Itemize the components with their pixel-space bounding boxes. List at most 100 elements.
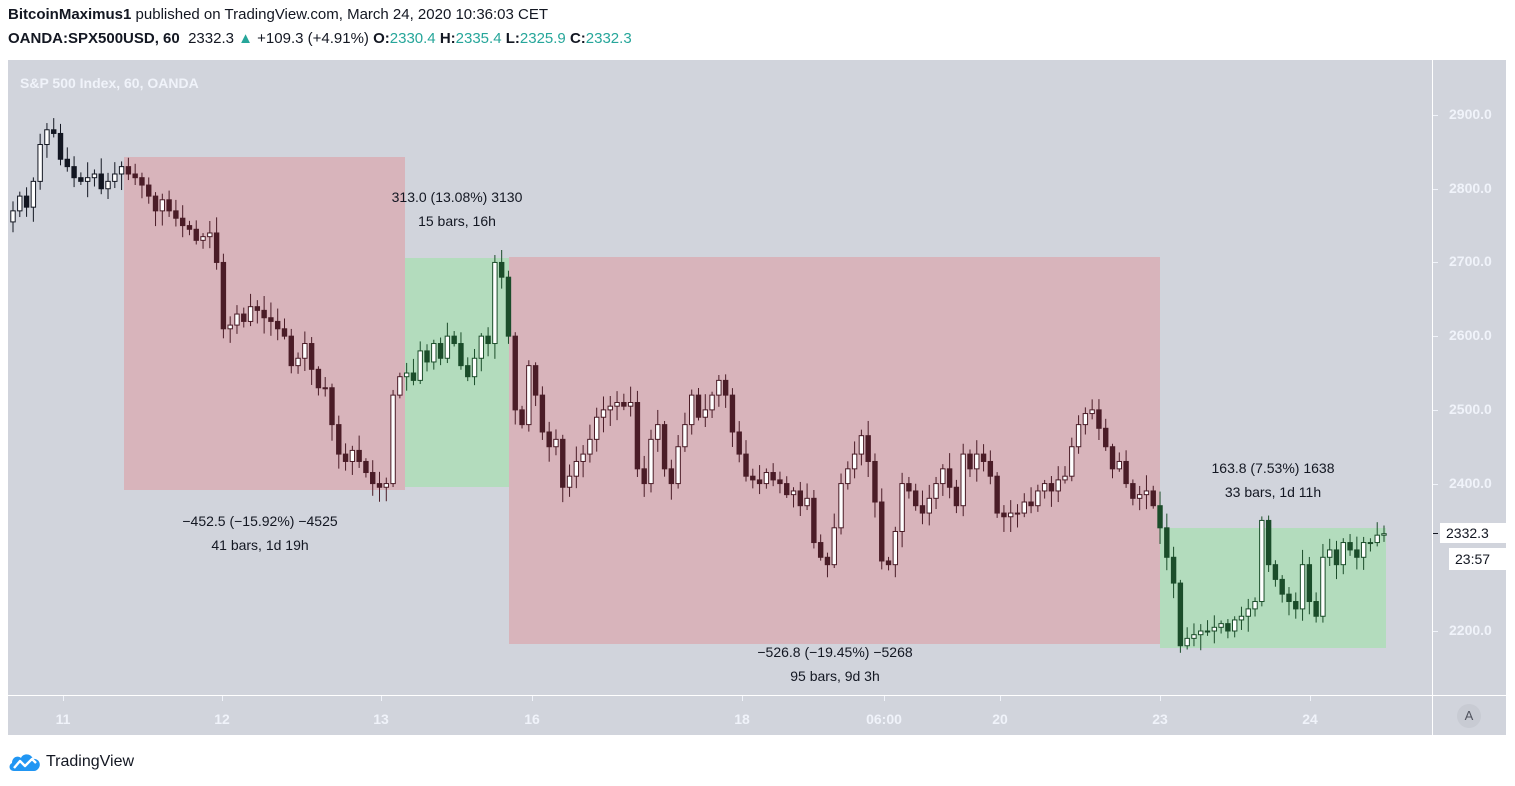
auto-scale-button[interactable]: A [1457,704,1481,728]
time-tick-label: 20 [992,711,1008,727]
candle [268,302,274,336]
candle [1062,466,1068,484]
candle [1028,487,1034,514]
current-price-label: 2332.3 [1440,523,1506,543]
candle [1069,437,1075,482]
candle [478,333,485,372]
candle [1367,538,1374,552]
candle [668,459,675,500]
candle [1259,516,1265,607]
candle [553,429,559,456]
candle [587,424,593,463]
candle [1191,623,1197,647]
candle [566,464,573,497]
measurement-label: −452.5 (−15.92%) −4525 41 bars, 1d 19h [182,512,337,554]
legend-ohlc: OANDA:SPX500USD, 60 2332.3 ▲ +109.3 (+4.… [8,30,632,47]
candle [831,513,837,568]
tradingview-logo[interactable]: TradingView [8,750,134,774]
time-tick-label: 11 [55,711,71,727]
open-value: 2330.4 [389,30,436,47]
candle [342,443,349,471]
candle [953,479,960,514]
candle [885,556,892,571]
high-value: 2335.4 [455,30,502,47]
candle [879,488,885,570]
candle [797,481,804,516]
candle [1381,525,1387,542]
candle [933,476,939,510]
candle [655,409,661,452]
candle [498,249,505,289]
candle [634,390,641,477]
candle [1374,522,1380,547]
candle [1340,538,1346,575]
candle [23,187,30,217]
price-tick [1433,631,1438,632]
loss-range-box[interactable] [509,257,1160,644]
price-axis[interactable] [1433,60,1506,695]
axis-divider [8,695,1506,696]
candle [78,172,84,185]
candle [722,374,729,408]
candle [295,352,301,374]
candle [1320,543,1326,623]
candle [84,162,91,198]
price-tick-label: 2900.0 [1449,106,1492,123]
author-name[interactable]: BitcoinMaximus1 [8,6,132,23]
candle [1327,538,1333,566]
candle [1198,624,1204,651]
candle [926,484,932,526]
candle [1164,513,1170,571]
high-label: H: [439,30,456,47]
candle [281,318,288,340]
candle [397,372,403,399]
candle [274,308,281,341]
candle [485,327,491,357]
candle [770,463,776,487]
candle [804,483,810,511]
candle [580,445,586,478]
candle [980,444,987,472]
candle [600,396,607,433]
candle [1096,399,1102,441]
price-tick-label: 2600.0 [1449,327,1492,344]
candle [1184,627,1190,650]
candle [173,199,179,227]
candle [851,441,858,479]
time-tick [1310,696,1311,701]
candle [1150,485,1156,509]
time-tick-label: 13 [373,711,389,727]
candle [1055,466,1061,503]
candle [750,468,756,489]
candle [1001,505,1007,532]
candle [1035,484,1041,512]
candle [112,162,118,189]
candle [906,476,912,499]
candle [1177,579,1184,653]
candle [512,332,518,425]
time-axis[interactable] [8,696,1432,735]
candle [403,362,410,391]
candle [105,172,111,199]
candle [125,157,132,181]
candle [132,163,138,186]
candle [37,133,43,190]
candle [336,415,342,469]
candle [1313,592,1319,623]
candle [98,158,104,195]
candle [743,440,749,482]
candle [892,526,899,578]
candle [1354,536,1360,570]
candle [1116,452,1123,472]
candle [648,429,654,493]
candle [1306,556,1313,615]
candle [1238,606,1245,630]
candle [166,190,172,217]
candle [1293,592,1299,619]
candle [505,270,512,344]
candle [960,443,966,517]
current-price-tick [1433,533,1438,534]
up-arrow-icon: ▲ [238,30,253,47]
tradingview-cloud-icon [9,754,40,771]
